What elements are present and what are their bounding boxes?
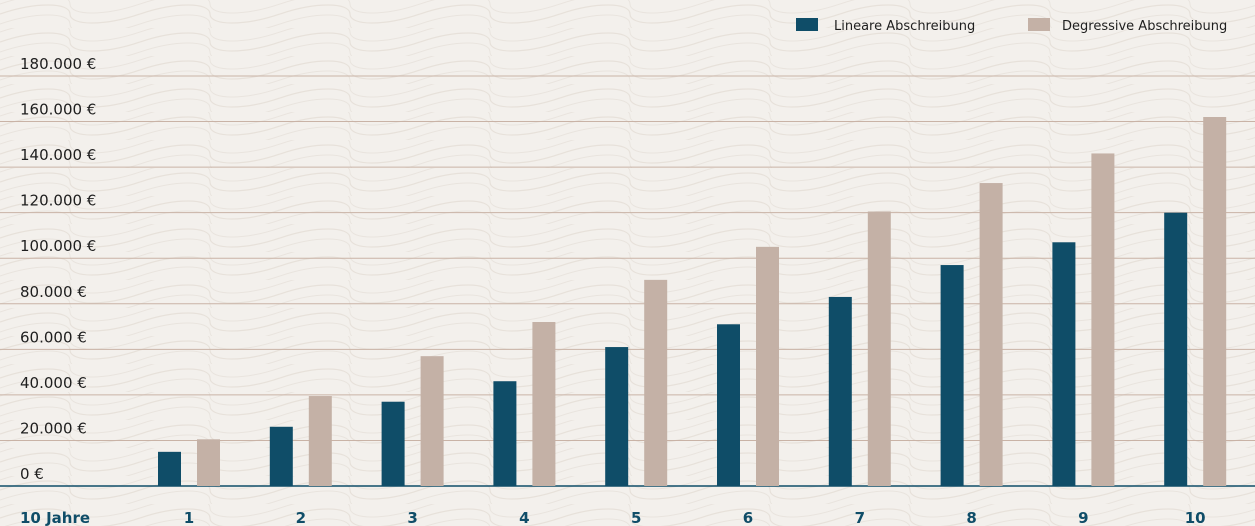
x-tick-label: 4 bbox=[519, 509, 529, 526]
bar-linear bbox=[828, 296, 852, 486]
y-tick-label: 80.000 € bbox=[20, 283, 87, 301]
bar-linear bbox=[1052, 242, 1076, 486]
bar-linear bbox=[605, 347, 629, 486]
bar-linear bbox=[158, 451, 181, 486]
legend-swatch-linear bbox=[796, 18, 818, 31]
bar-degressive bbox=[1203, 117, 1227, 486]
legend-label-linear: Lineare Abschreibung bbox=[834, 19, 975, 34]
axis-labels: 10 Jahre 0 € 20.000 € 40.000 € 60.000 € 80.0… bbox=[20, 55, 1206, 526]
bar-degressive bbox=[979, 183, 1003, 487]
y-tick-label: 140.000 € bbox=[20, 146, 96, 164]
bar-degressive bbox=[532, 322, 556, 486]
y-tick-label: 40.000 € bbox=[20, 374, 87, 392]
bar-degressive bbox=[867, 211, 891, 486]
x-tick-label: 6 bbox=[743, 509, 753, 526]
y-tick-label: 0 € bbox=[20, 465, 44, 483]
x-tick-label: 8 bbox=[966, 509, 976, 526]
x-tick-label: 1 bbox=[184, 509, 194, 526]
bar-degressive bbox=[420, 356, 444, 486]
y-tick-label: 100.000 € bbox=[20, 237, 96, 255]
y-tick-label: 60.000 € bbox=[20, 328, 87, 346]
bar-linear bbox=[381, 401, 405, 486]
x-tick-label: 3 bbox=[407, 509, 417, 526]
x-tick-label: 7 bbox=[855, 509, 865, 526]
y-tick-label: 120.000 € bbox=[20, 192, 96, 210]
legend-label-degressive: Degressive Abschreibung bbox=[1062, 19, 1227, 34]
bars bbox=[158, 117, 1227, 487]
bar-linear bbox=[493, 381, 517, 486]
bar-linear bbox=[1164, 212, 1188, 486]
x-tick-label: 9 bbox=[1078, 509, 1088, 526]
x-tick-label: 2 bbox=[296, 509, 306, 526]
x-tick-label: 5 bbox=[631, 509, 641, 526]
bar-degressive bbox=[1091, 153, 1115, 486]
y-tick-label: 180.000 € bbox=[20, 55, 96, 73]
legend-swatch-degressive bbox=[1028, 18, 1050, 31]
bar-degressive bbox=[197, 439, 220, 486]
bar-degressive bbox=[308, 396, 332, 486]
y-tick-label: 160.000 € bbox=[20, 101, 96, 119]
bar-linear bbox=[940, 265, 964, 486]
bar-linear bbox=[269, 426, 293, 486]
bar-degressive bbox=[756, 246, 779, 486]
x-tick-label: 10 bbox=[1185, 509, 1206, 526]
bar-degressive bbox=[644, 279, 668, 486]
legend: Lineare Abschreibung Degressive Abschrei… bbox=[796, 18, 1227, 34]
x-axis-label: 10 Jahre bbox=[20, 509, 90, 526]
bar-linear bbox=[717, 324, 740, 486]
y-tick-label: 20.000 € bbox=[20, 419, 87, 437]
